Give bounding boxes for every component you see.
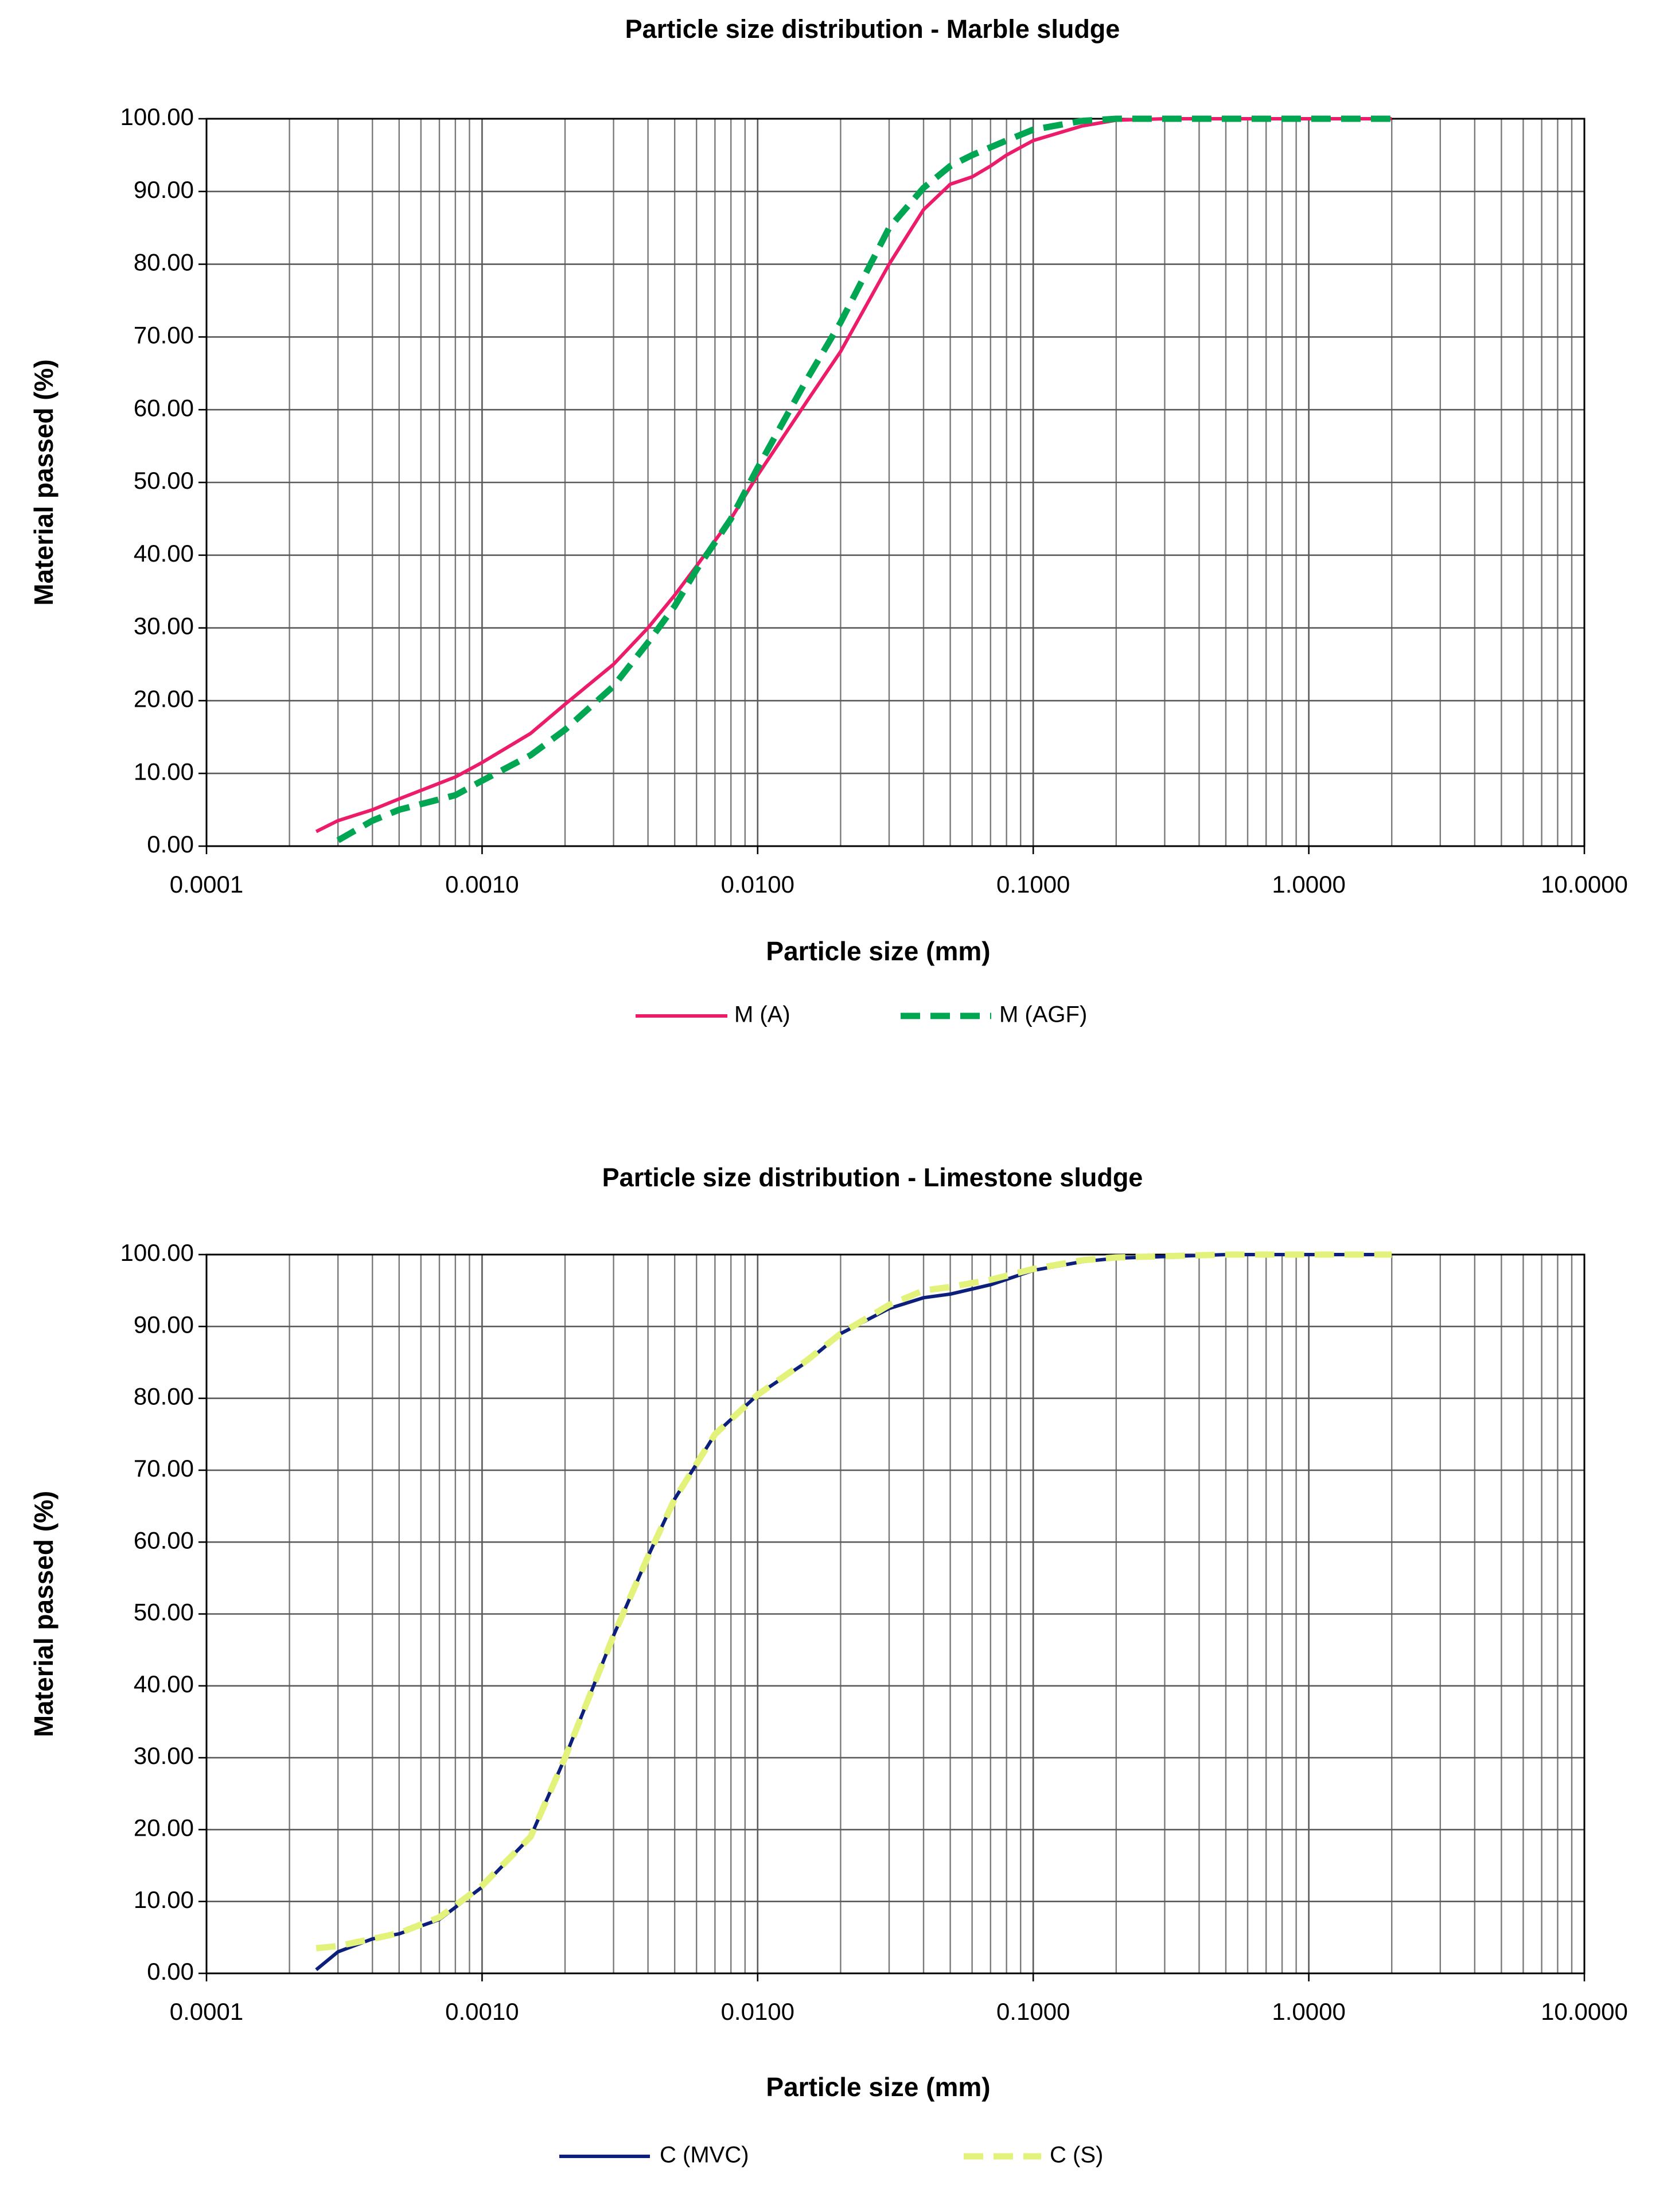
- x-axis-title: Particle size (mm): [766, 2072, 990, 2102]
- x-tick-label: 0.0100: [721, 1998, 794, 2025]
- series-line: [315, 117, 1392, 834]
- y-tick-label: 10.00: [134, 758, 194, 785]
- legend-label: C (S): [1050, 2143, 1103, 2168]
- chart: Particle size distribution - Marble slud…: [29, 14, 1628, 1027]
- x-tick-label: 0.0100: [721, 871, 794, 898]
- x-tick-label: 0.0001: [170, 871, 243, 898]
- x-tick-label: 0.1000: [996, 871, 1070, 898]
- y-tick-label: 80.00: [134, 1383, 194, 1410]
- y-tick-label: 70.00: [134, 321, 194, 348]
- y-tick-label: 30.00: [134, 613, 194, 640]
- chart-title: Particle size distribution - Marble slud…: [625, 14, 1120, 44]
- y-tick-label: 40.00: [134, 540, 194, 567]
- y-tick-label: 60.00: [134, 394, 194, 421]
- x-axis-title: Particle size (mm): [766, 936, 990, 966]
- y-tick-label: 0.00: [147, 1958, 194, 1985]
- chart: Particle size distribution - Limestone s…: [29, 1163, 1628, 2168]
- legend-label: M (A): [734, 1002, 790, 1027]
- y-tick-label: 40.00: [134, 1670, 194, 1697]
- series-line: [315, 1251, 1392, 1952]
- y-tick-label: 20.00: [134, 685, 194, 712]
- x-tick-label: 0.0010: [445, 871, 519, 898]
- legend-label: C (MVC): [660, 2143, 749, 2168]
- x-tick-label: 0.1000: [996, 1998, 1070, 2025]
- y-tick-label: 70.00: [134, 1455, 194, 1482]
- x-tick-label: 10.0000: [1541, 1998, 1628, 2025]
- y-tick-label: 50.00: [134, 467, 194, 494]
- y-tick-label: 90.00: [134, 1311, 194, 1338]
- x-tick-label: 0.0001: [170, 1998, 243, 2025]
- series-line: [336, 115, 1392, 843]
- plot-frame: [205, 1253, 1586, 1975]
- x-tick-label: 0.0010: [445, 1998, 519, 2025]
- y-tick-label: 30.00: [134, 1742, 194, 1769]
- y-axis-title: Material passed (%): [29, 359, 59, 605]
- y-tick-label: 100.00: [120, 103, 194, 130]
- y-tick-label: 80.00: [134, 249, 194, 276]
- y-tick-label: 0.00: [147, 831, 194, 858]
- x-tick-label: 10.0000: [1541, 871, 1628, 898]
- y-tick-label: 20.00: [134, 1814, 194, 1841]
- plot-frame: [205, 118, 1586, 847]
- y-tick-label: 50.00: [134, 1599, 194, 1626]
- y-tick-label: 90.00: [134, 176, 194, 203]
- x-tick-label: 1.0000: [1272, 1998, 1345, 2025]
- chart-title: Particle size distribution - Limestone s…: [602, 1163, 1143, 1192]
- series-line: [315, 1253, 1392, 1972]
- y-tick-label: 10.00: [134, 1886, 194, 1913]
- y-tick-label: 100.00: [120, 1239, 194, 1266]
- legend-label: M (AGF): [999, 1002, 1087, 1027]
- y-tick-label: 60.00: [134, 1526, 194, 1553]
- x-tick-label: 1.0000: [1272, 871, 1345, 898]
- y-axis-title: Material passed (%): [29, 1491, 59, 1737]
